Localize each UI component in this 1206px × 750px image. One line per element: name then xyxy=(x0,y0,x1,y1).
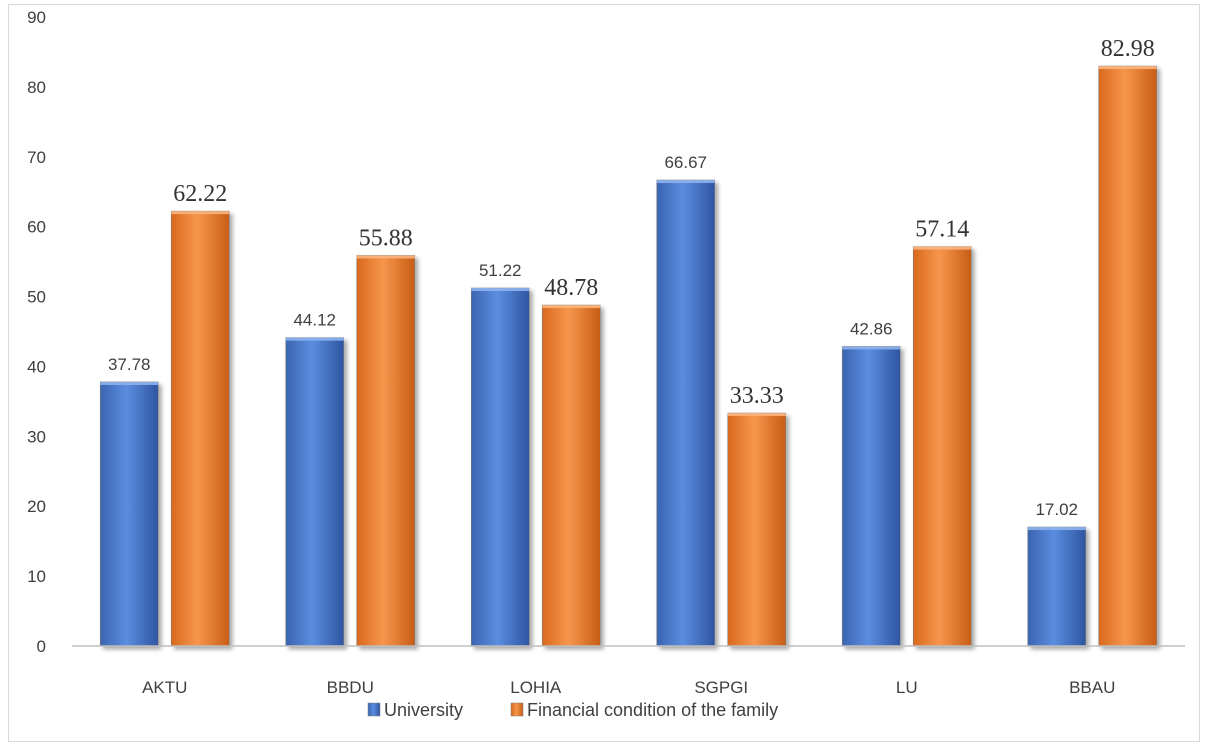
x-tick-label: LU xyxy=(896,678,918,697)
data-label: 17.02 xyxy=(1035,500,1078,519)
data-label: 37.78 xyxy=(108,355,151,374)
bar-financial-condition xyxy=(356,255,416,647)
y-tick-label: 70 xyxy=(27,148,46,167)
bar-top-highlight xyxy=(842,346,901,350)
bar-top-highlight xyxy=(656,180,715,184)
y-tick-label: 30 xyxy=(27,427,46,446)
legend-label: Financial condition of the family xyxy=(527,700,778,720)
data-label: 51.22 xyxy=(479,261,522,280)
bars xyxy=(99,65,1158,647)
bar-university xyxy=(841,346,901,647)
bar-university xyxy=(285,337,345,647)
x-tick-label: BBAU xyxy=(1069,678,1115,697)
bar-financial-condition xyxy=(541,304,601,647)
y-tick-label: 10 xyxy=(27,567,46,586)
bar-top-highlight xyxy=(471,288,530,292)
data-label: 42.86 xyxy=(850,319,893,338)
x-tick-label: BBDU xyxy=(327,678,374,697)
x-tick-label: AKTU xyxy=(142,678,187,697)
y-tick-label: 0 xyxy=(37,637,46,656)
bar-university xyxy=(656,179,716,647)
x-tick-label: LOHIA xyxy=(510,678,562,697)
bar-university xyxy=(470,287,530,647)
bar-top-highlight xyxy=(285,337,344,341)
x-tick-label: SGPGI xyxy=(694,678,748,697)
y-tick-label: 20 xyxy=(27,497,46,516)
bar-financial-condition xyxy=(727,412,787,647)
data-labels: 37.78 62.22 44.12 55.88 51.22 48.78 66.67 33.33… xyxy=(108,36,1155,519)
y-tick-label: 90 xyxy=(27,8,46,27)
data-label: 55.88 xyxy=(359,225,413,251)
bar-top-highlight xyxy=(1098,66,1157,70)
y-axis: 0 10 20 30 40 50 60 70 80 90 xyxy=(27,8,46,656)
bar-top-highlight xyxy=(542,305,601,309)
y-tick-label: 40 xyxy=(27,357,46,376)
bar-top-highlight xyxy=(356,255,415,259)
data-label: 44.12 xyxy=(293,311,336,330)
bar-financial-condition xyxy=(170,210,230,647)
data-label: 66.67 xyxy=(664,153,707,172)
y-tick-label: 60 xyxy=(27,218,46,237)
y-tick-label: 50 xyxy=(27,288,46,307)
bar-top-highlight xyxy=(100,381,159,385)
bar-top-highlight xyxy=(727,413,786,417)
bar-top-highlight xyxy=(1027,527,1086,531)
data-label: 62.22 xyxy=(173,181,227,207)
bar-financial-condition xyxy=(912,246,972,647)
bar-financial-condition xyxy=(1098,65,1158,647)
legend: University Financial condition of the fam… xyxy=(367,700,778,720)
bar-university xyxy=(99,381,159,647)
y-tick-label: 80 xyxy=(27,78,46,97)
data-label: 82.98 xyxy=(1101,36,1155,62)
bar-top-highlight xyxy=(913,246,972,250)
data-label: 48.78 xyxy=(544,275,598,301)
legend-swatch xyxy=(510,702,524,717)
bar-top-highlight xyxy=(171,211,230,215)
x-axis: AKTU BBDU LOHIA SGPGI LU BBAU xyxy=(142,678,1115,697)
legend-swatch xyxy=(367,702,381,717)
legend-label: University xyxy=(384,700,463,720)
data-label: 57.14 xyxy=(915,217,969,243)
bar-university xyxy=(1027,526,1087,647)
data-label: 33.33 xyxy=(730,383,784,409)
